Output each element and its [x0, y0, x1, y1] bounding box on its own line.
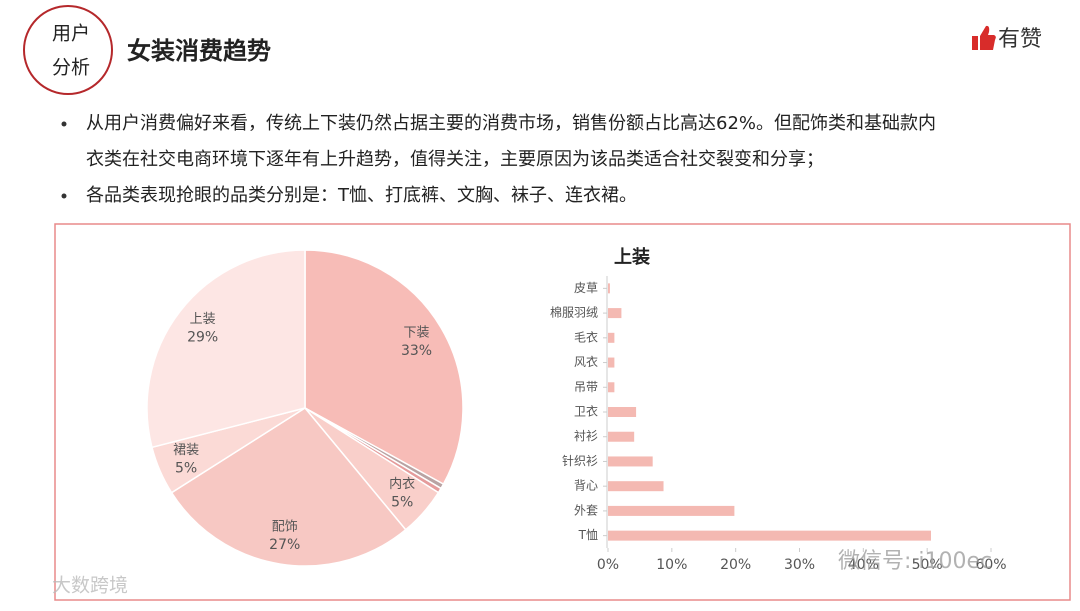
y-tick-label: 皮草 [574, 281, 598, 295]
x-tick-label: 10% [656, 557, 687, 573]
badge-circle [23, 5, 113, 95]
bar [608, 283, 610, 294]
y-tick-label: 针织衫 [562, 453, 598, 468]
y-tick-label: 外套 [574, 503, 598, 517]
bullet-dot [61, 121, 67, 127]
slice-label: 裙装 [173, 443, 199, 458]
y-tick-label: 卫衣 [574, 404, 598, 419]
y-tick-label: T恤 [578, 528, 598, 542]
bar [608, 481, 664, 492]
bar [608, 357, 615, 368]
bar [608, 431, 635, 442]
x-tick-label: 30% [784, 557, 815, 573]
bar [608, 308, 622, 319]
chart-title: 上装 [614, 246, 650, 268]
slice-value: 29% [187, 330, 218, 346]
pie-slice [170, 407, 407, 567]
logo-icon [972, 25, 996, 50]
bar [608, 530, 931, 541]
logo-text: 有赞 [998, 27, 1042, 52]
bar [608, 332, 615, 343]
x-tick-label: 20% [720, 557, 751, 573]
slice-label: 上装 [190, 312, 216, 327]
y-tick-label: 棉服羽绒 [550, 306, 598, 320]
bullet-text: 各品类表现抢眼的品类分别是：T恤、打底裤、文胸、袜子、连衣裙。 [86, 185, 637, 206]
bullet-dot [61, 193, 67, 199]
slice-value: 5% [391, 495, 413, 511]
watermark: 大数跨境 [52, 575, 128, 597]
slice-label: 下装 [404, 326, 430, 341]
x-tick-label: 40% [848, 557, 879, 573]
y-tick-label: 背心 [574, 479, 598, 493]
bar [608, 407, 637, 417]
x-tick-label: 0% [597, 557, 619, 573]
y-tick-label: 衬衫 [574, 429, 598, 443]
slice-value: 5% [175, 460, 197, 476]
slice-value: 33% [401, 343, 432, 359]
pie-slice [146, 249, 306, 449]
x-tick-label: 60% [975, 557, 1006, 573]
bullet-list: 从用户消费偏好来看，传统上下装仍然占据主要的消费市场，销售份额占比高达62%。但… [61, 113, 936, 206]
slice-label: 内衣 [389, 476, 415, 492]
x-tick-label: 50% [912, 557, 943, 573]
slice-value: 27% [269, 537, 300, 553]
chart-frame [54, 223, 1071, 601]
bar [608, 382, 615, 393]
y-tick-label: 吊带 [574, 380, 598, 394]
slide-title: 女装消费趋势 [127, 37, 271, 65]
y-tick-label: 风衣 [574, 354, 598, 369]
bar [608, 456, 653, 467]
watermark: 微信号: i100ec [838, 549, 992, 574]
bar [608, 505, 735, 516]
badge-text: 分析 [52, 57, 90, 79]
slice-label: 配饰 [272, 519, 298, 534]
bullet-text: 从用户消费偏好来看，传统上下装仍然占据主要的消费市场，销售份额占比高达62%。但… [86, 113, 936, 134]
bullet-text: 衣类在社交电商环境下逐年有上升趋势，值得关注，主要原因为该品类适合社交裂变和分享… [86, 149, 824, 170]
badge-text: 用户 [52, 23, 90, 45]
pie-slice [304, 249, 464, 486]
charts: 下装 33% 内衣 5% 配饰 27% 裙装 5% 上装 29% 上装 0% 10% 20% 30% 40% 5… [146, 246, 1007, 573]
y-tick-label: 毛衣 [574, 329, 598, 344]
